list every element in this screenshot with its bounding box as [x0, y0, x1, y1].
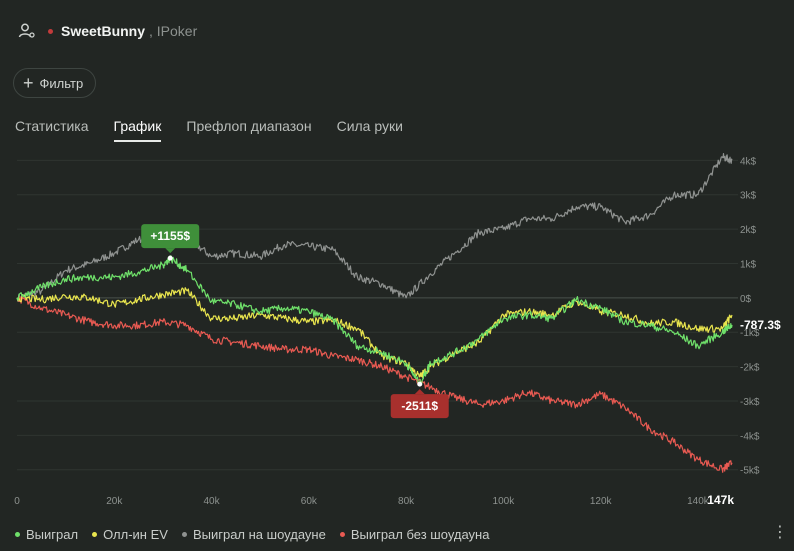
x-tick-label: 0 — [14, 496, 20, 507]
series-line — [16, 287, 733, 378]
chart-legend: Выиграл Олл-ин EV Выиграл на шоудауне Вы… — [15, 527, 489, 542]
legend-label: Выиграл без шоудауна — [350, 527, 490, 542]
x-tick-label: 80k — [398, 496, 415, 507]
profit-chart[interactable]: 4k$ 3k$ 2k$ 1k$ 0$ -1k$ -2k$ -3k$ -4k$ -5k$ 0 20k 40… — [0, 140, 794, 520]
y-tick-label: 4k$ — [740, 156, 757, 167]
legend-item-non-showdown[interactable]: Выиграл без шоудауна — [339, 527, 490, 542]
annotation-pointer — [165, 248, 176, 254]
status-dot — [48, 28, 53, 34]
legend-item-showdown[interactable]: Выиграл на шоудауне — [181, 527, 326, 542]
y-tick-label: -3k$ — [740, 397, 760, 408]
filter-label: Фильтр — [39, 75, 84, 91]
legend-dot — [339, 532, 345, 537]
series-line — [16, 255, 733, 386]
y-tick-label: -1k$ — [740, 328, 760, 339]
legend-dot — [92, 532, 98, 537]
legend-label: Выиграл — [26, 527, 79, 542]
x-tick-label: 140k — [687, 496, 710, 507]
end-value-label: -787.3$ — [740, 318, 781, 332]
tab-hand-strength[interactable]: Сила руки — [336, 118, 403, 134]
x-tick-label: 60k — [301, 496, 318, 507]
annotation-box — [390, 394, 449, 419]
chart-svg: 4k$ 3k$ 2k$ 1k$ 0$ -1k$ -2k$ -3k$ -4k$ -5k$ 0 20k 40… — [14, 153, 781, 507]
legend-label: Олл-ин EV — [103, 527, 168, 542]
y-tick-label: 0$ — [740, 294, 752, 305]
filter-button[interactable]: + Фильтр — [13, 68, 97, 98]
x-tick-label: 20k — [106, 496, 123, 507]
player-header: SweetBunny , IPoker — [18, 20, 197, 42]
x-tick-label: 40k — [203, 496, 220, 507]
legend-item-allin-ev[interactable]: Олл-ин EV — [92, 527, 168, 542]
more-vertical-icon[interactable]: ⋮ — [772, 524, 788, 541]
x-end-label: 147k — [707, 493, 734, 507]
legend-item-won[interactable]: Выиграл — [15, 527, 78, 542]
y-tick-label: 1k$ — [740, 259, 757, 270]
series-line — [16, 153, 733, 302]
y-tick-label: 3k$ — [740, 191, 757, 202]
tab-preflop-range[interactable]: Префлоп диапазон — [186, 118, 312, 134]
series-line — [16, 296, 733, 473]
y-tick-label: -5k$ — [740, 466, 760, 477]
annotation-label: +1155$ — [150, 229, 190, 243]
y-tick-label: 2k$ — [740, 225, 757, 236]
y-tick-label: -2k$ — [740, 363, 760, 374]
player-name[interactable]: SweetBunny — [61, 23, 146, 39]
user-gear-icon — [18, 23, 35, 38]
legend-dot — [181, 532, 187, 537]
annotation-point — [417, 381, 423, 387]
tab-graph[interactable]: График — [113, 118, 162, 142]
tab-statistics[interactable]: Статистика — [15, 118, 89, 134]
x-tick-label: 120k — [590, 496, 613, 507]
y-tick-label: -4k$ — [740, 431, 760, 442]
annotation-label: -2511$ — [401, 399, 438, 413]
legend-dot — [15, 532, 20, 537]
annotation-box — [141, 224, 200, 249]
player-site: , IPoker — [149, 23, 198, 39]
tab-bar: Статистика График Префлоп диапазон Сила … — [15, 118, 428, 142]
x-tick-label: 100k — [493, 496, 516, 507]
plus-icon: + — [23, 73, 34, 93]
annotation-pointer — [414, 389, 425, 395]
annotation-point — [167, 255, 173, 261]
legend-label: Выиграл на шоудауне — [192, 527, 326, 542]
